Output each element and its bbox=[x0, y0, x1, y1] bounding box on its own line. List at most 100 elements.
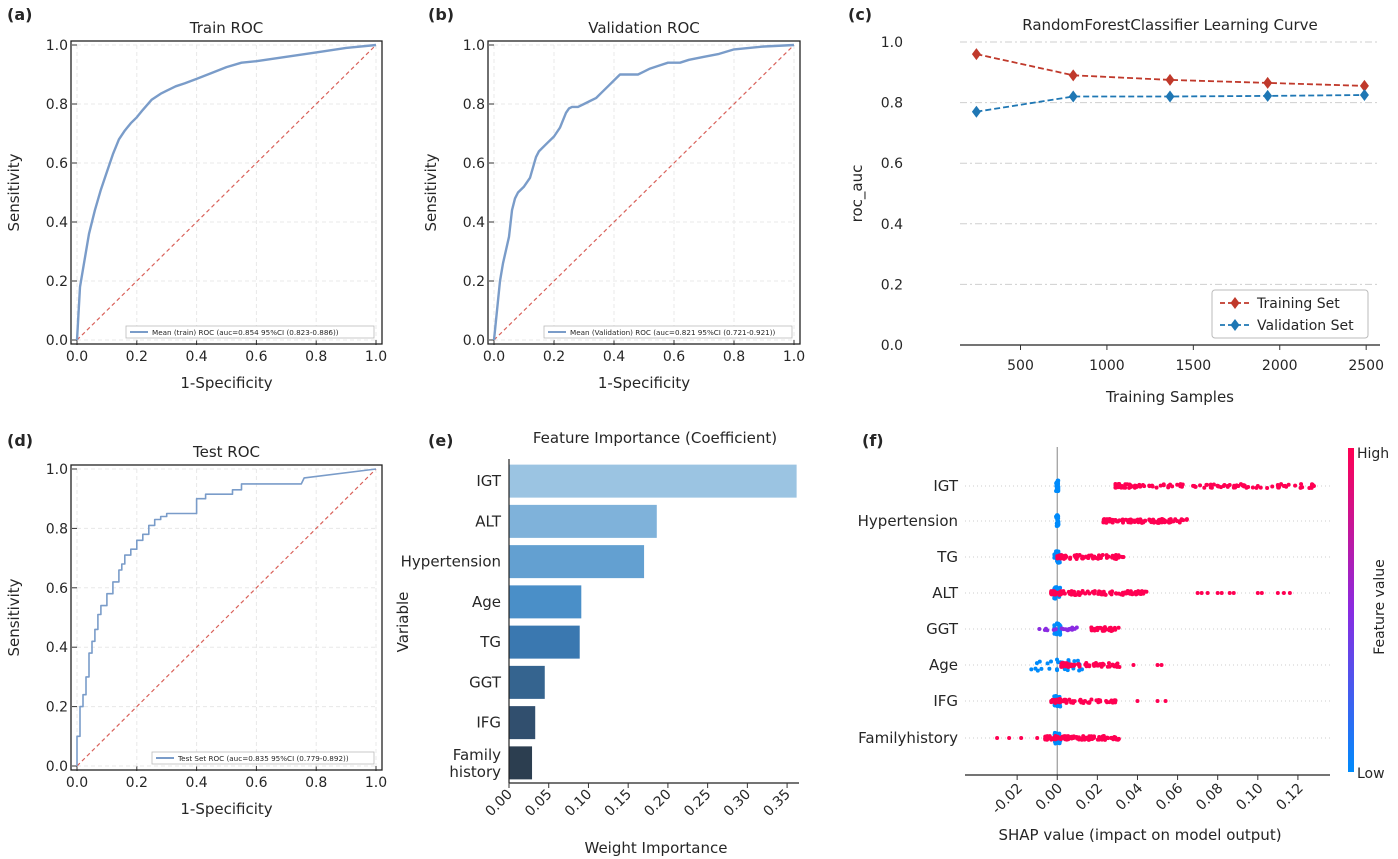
series-line-0 bbox=[976, 53, 1365, 87]
shap-point bbox=[1058, 585, 1063, 590]
chart-title: Validation ROC bbox=[588, 19, 700, 37]
shap-point bbox=[1071, 663, 1076, 668]
feature-label: TG bbox=[936, 548, 958, 566]
y-tick-label: 0.2 bbox=[463, 274, 485, 290]
roc-chart-0: Train ROC 0.0 0.2 0.4 0.6 0.8 1.0 0.0 0.2 0.4 0.6 0… bbox=[5, 19, 387, 392]
shap-point bbox=[1287, 591, 1292, 595]
shap-point bbox=[1205, 482, 1210, 487]
shap-point bbox=[1114, 662, 1119, 667]
legend-label: Validation Set bbox=[1257, 318, 1354, 334]
shap-point bbox=[1053, 585, 1058, 590]
bar bbox=[509, 464, 797, 498]
y-axis-label: Sensitivity bbox=[422, 153, 440, 231]
shap-point bbox=[1106, 554, 1111, 559]
colorbar-high-label: High bbox=[1357, 446, 1389, 462]
x-tick-label: 0.05 bbox=[522, 787, 555, 820]
shap-point bbox=[1281, 591, 1286, 595]
shap-point bbox=[1065, 668, 1070, 673]
shap-point bbox=[1058, 697, 1063, 702]
bar bbox=[509, 746, 533, 780]
roc-curve bbox=[75, 43, 377, 341]
legend-box bbox=[1211, 289, 1369, 339]
colorbar-low-label: Low bbox=[1357, 766, 1385, 782]
x-tick-label: 0.0 bbox=[66, 775, 88, 791]
learning-curve-chart: RandomForestClassifier Learning Curve 0.0… bbox=[848, 16, 1384, 406]
shap-point bbox=[1120, 590, 1125, 595]
shap-point bbox=[1099, 736, 1104, 741]
shap-point bbox=[1103, 518, 1108, 523]
shap-point bbox=[1074, 625, 1079, 630]
feature-label: IFG bbox=[933, 692, 958, 710]
y-tick-label: 0.6 bbox=[881, 156, 903, 172]
shap-point bbox=[1112, 556, 1117, 561]
shap-point bbox=[1053, 698, 1058, 703]
shap-point bbox=[1112, 698, 1117, 703]
x-tick-label: 0.35 bbox=[761, 787, 794, 820]
bar bbox=[509, 665, 545, 699]
data-point-marker bbox=[1263, 76, 1273, 89]
shap-point bbox=[1077, 592, 1082, 597]
shap-point bbox=[1077, 663, 1082, 668]
shap-point bbox=[1154, 520, 1159, 525]
shap-point bbox=[1053, 737, 1058, 742]
x-tick-label: 0.2 bbox=[543, 349, 565, 365]
shap-point bbox=[1129, 484, 1134, 489]
feature-label: Familyhistory bbox=[858, 729, 958, 747]
shap-point bbox=[1113, 482, 1118, 487]
x-tick-label: 500 bbox=[1007, 358, 1034, 374]
shap-point bbox=[1109, 519, 1114, 524]
x-tick-label: 0.2 bbox=[126, 349, 148, 365]
x-axis-label: 1-Specificity bbox=[180, 800, 272, 818]
y-axis-label: roc_auc bbox=[848, 165, 867, 223]
shap-point bbox=[1131, 663, 1136, 667]
shap-point bbox=[1195, 591, 1200, 595]
feature-label: Hypertension bbox=[858, 512, 958, 530]
y-tick-label: 1.0 bbox=[46, 462, 68, 478]
y-tick-label: 0.8 bbox=[463, 97, 485, 113]
y-axis-label: Variable bbox=[394, 592, 412, 653]
shap-point bbox=[1055, 489, 1060, 494]
shap-point bbox=[1216, 484, 1221, 489]
shap-point bbox=[1110, 553, 1115, 558]
shap-point bbox=[1068, 556, 1073, 561]
shap-point bbox=[1047, 734, 1052, 739]
shap-point bbox=[1199, 591, 1204, 595]
shap-point bbox=[1072, 589, 1077, 594]
y-tick-label: 0.2 bbox=[46, 274, 68, 290]
y-axis-label: Sensitivity bbox=[5, 578, 23, 656]
plot-frame bbox=[70, 464, 383, 771]
panel-label: (a) bbox=[7, 5, 32, 24]
shap-point bbox=[1299, 482, 1304, 487]
shap-point bbox=[1155, 699, 1160, 703]
bar bbox=[509, 585, 582, 619]
data-point-marker bbox=[1263, 89, 1273, 102]
shap-point bbox=[1050, 590, 1055, 595]
shap-point bbox=[1101, 662, 1106, 667]
shap-point bbox=[1074, 735, 1079, 740]
shap-point bbox=[1092, 591, 1097, 596]
shap-point bbox=[1275, 591, 1280, 595]
feature-label: IGT bbox=[933, 477, 959, 495]
shap-point bbox=[1147, 517, 1152, 522]
shap-point bbox=[1259, 591, 1264, 595]
shap-point bbox=[1053, 741, 1058, 746]
shap-point bbox=[1082, 737, 1087, 742]
legend-marker bbox=[1230, 319, 1240, 331]
shap-point bbox=[1155, 663, 1160, 667]
shap-point bbox=[1208, 485, 1213, 490]
shap-point bbox=[1103, 737, 1108, 742]
plot-frame bbox=[70, 40, 383, 345]
chance-diagonal-line bbox=[76, 468, 377, 767]
shap-point bbox=[1198, 483, 1203, 488]
shap-point bbox=[1043, 736, 1048, 741]
shap-point bbox=[1037, 626, 1042, 631]
shap-point bbox=[1113, 553, 1118, 558]
shap-point bbox=[1215, 591, 1220, 595]
feature-label: GGT bbox=[926, 620, 959, 638]
x-axis-label: Weight Importance bbox=[585, 839, 728, 857]
data-point-marker bbox=[1068, 90, 1078, 103]
chart-title: RandomForestClassifier Learning Curve bbox=[1022, 16, 1318, 34]
x-tick-label: 0.0 bbox=[483, 349, 505, 365]
shap-point bbox=[1058, 592, 1063, 597]
